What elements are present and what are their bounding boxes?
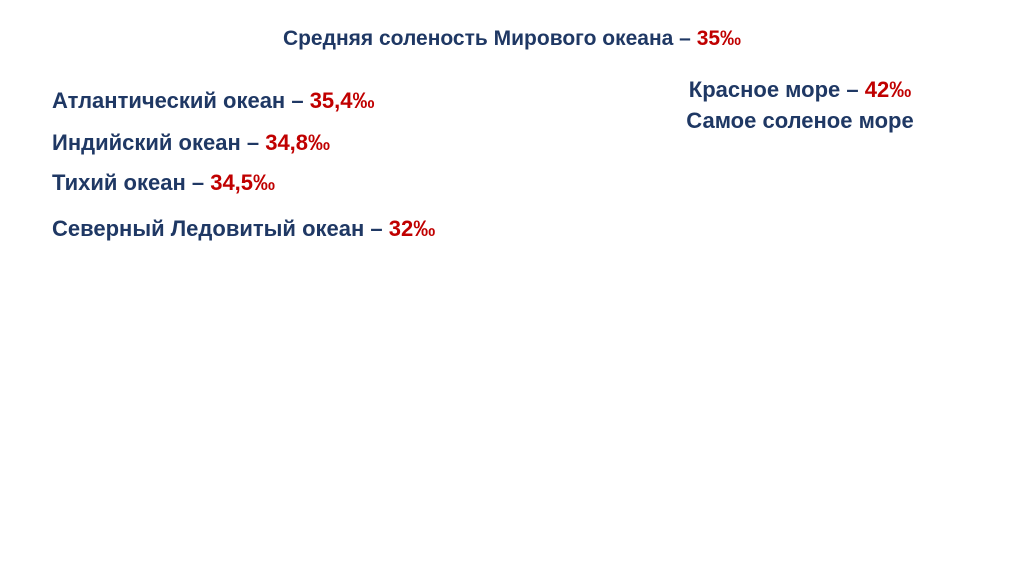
ocean-salinity-value: 34,5‰: [210, 170, 276, 195]
ocean-indian: Индийский океан – 34,8‰: [52, 130, 330, 156]
ocean-label: Атлантический океан –: [52, 88, 310, 113]
ocean-salinity-value: 35,4‰: [309, 88, 375, 113]
red-sea-value: 42‰: [864, 77, 912, 102]
ocean-salinity-value: 32‰: [388, 216, 436, 241]
title-text: Средняя соленость Мирового океана –: [282, 27, 697, 50]
red-sea-note: Самое соленое море: [686, 108, 914, 133]
slide-title: Средняя соленость Мирового океана – 35‰: [0, 26, 1024, 52]
title-value: 35‰: [696, 27, 742, 50]
ocean-salinity-value: 34,8‰: [265, 130, 331, 155]
red-sea-salinity: Красное море – 42‰: [600, 77, 1000, 103]
ocean-label: Тихий океан –: [52, 170, 211, 195]
ocean-arctic: Северный Ледовитый океан – 32‰: [52, 216, 435, 242]
ocean-label: Индийский океан –: [52, 130, 266, 155]
ocean-atlantic: Атлантический океан – 35,4‰: [52, 88, 375, 114]
ocean-label: Северный Ледовитый океан –: [52, 216, 389, 241]
red-sea-label: Красное море –: [688, 77, 865, 102]
ocean-pacific: Тихий океан – 34,5‰: [52, 170, 275, 196]
